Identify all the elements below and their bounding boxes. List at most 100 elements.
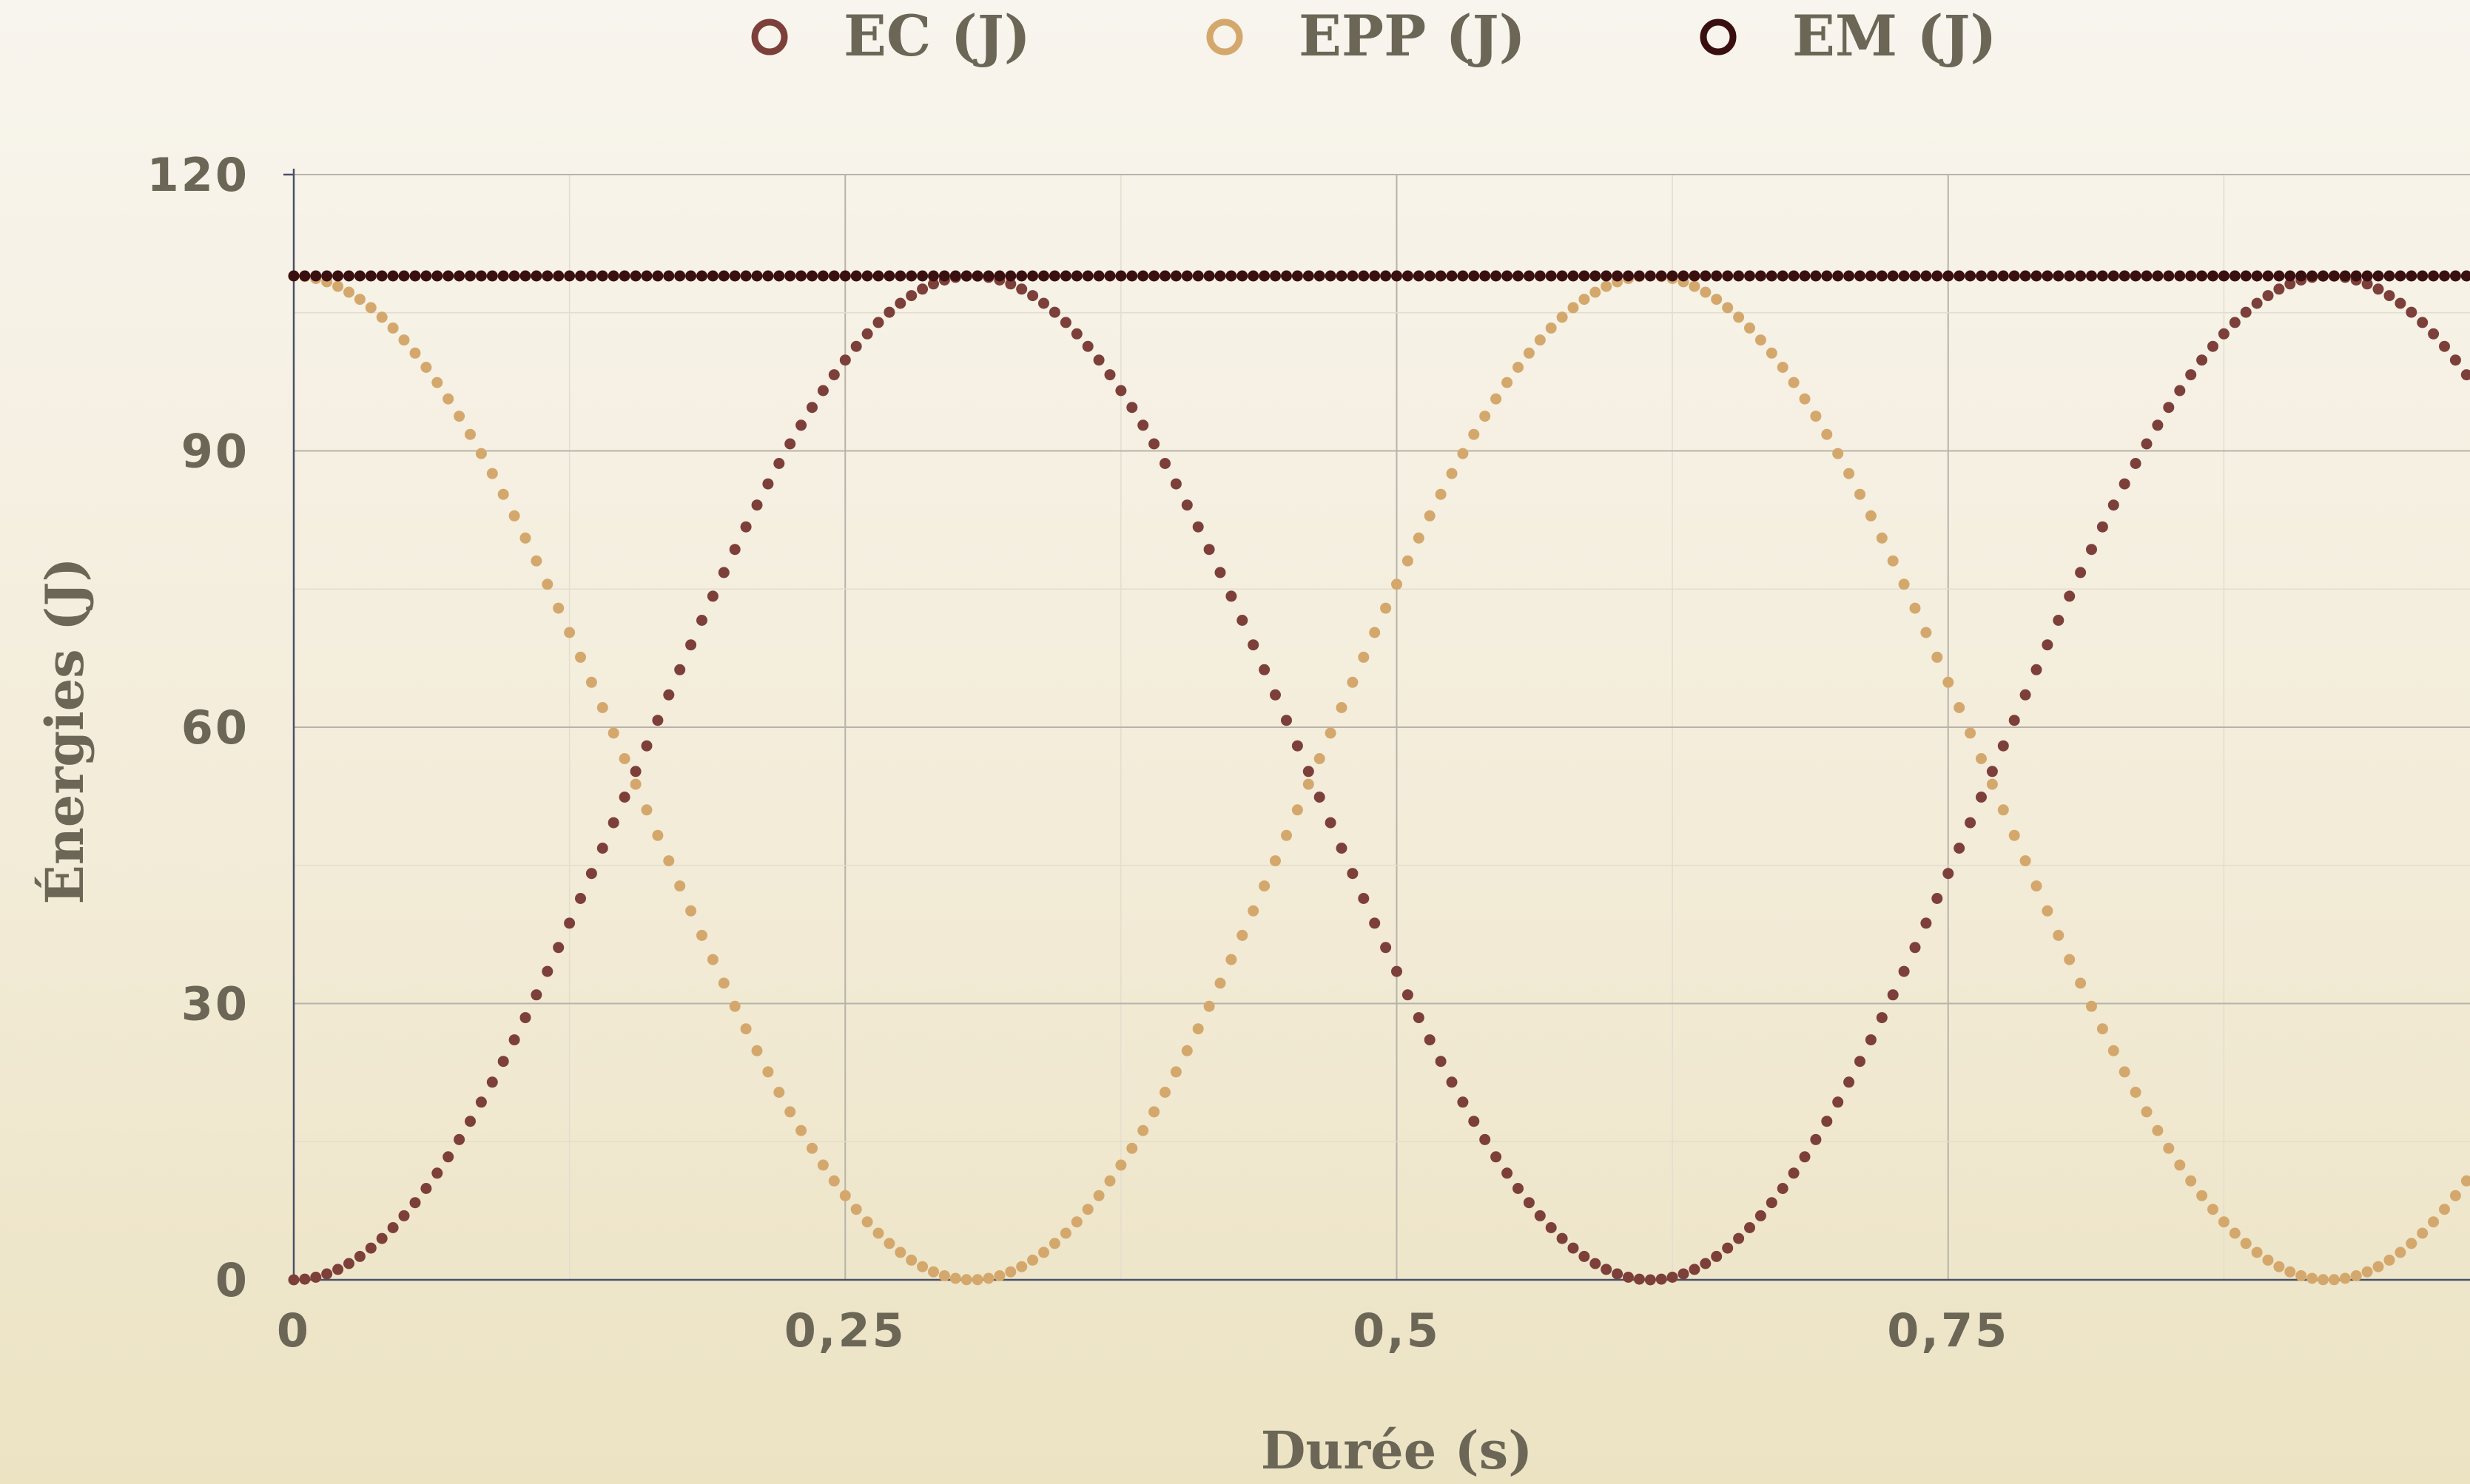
data-point xyxy=(2251,297,2263,309)
data-point xyxy=(1137,1124,1149,1136)
data-point xyxy=(442,393,454,405)
data-point xyxy=(1181,1045,1193,1056)
x-tick-label: 0,25 xyxy=(784,1303,906,1357)
data-point xyxy=(454,1133,465,1145)
data-point xyxy=(1545,1222,1557,1233)
data-point xyxy=(1413,1012,1424,1024)
legend-marker-icon xyxy=(751,18,788,55)
data-point xyxy=(2460,369,2470,381)
data-point xyxy=(740,1023,752,1035)
data-point xyxy=(1733,270,1745,282)
data-point xyxy=(1501,377,1513,388)
data-point xyxy=(906,1254,918,1266)
data-point xyxy=(906,270,918,282)
data-point xyxy=(1148,438,1160,450)
data-point xyxy=(354,270,366,282)
data-point xyxy=(376,1232,388,1244)
data-point xyxy=(983,1272,995,1284)
data-point xyxy=(564,627,576,638)
data-point xyxy=(1777,362,1788,373)
data-point xyxy=(1446,468,1458,479)
data-point xyxy=(807,1142,818,1154)
data-point xyxy=(1754,334,1766,346)
data-point xyxy=(542,965,553,977)
data-point xyxy=(1027,290,1039,302)
data-point xyxy=(1115,1159,1127,1171)
data-point xyxy=(2395,270,2406,282)
data-point xyxy=(465,428,476,440)
data-point xyxy=(2229,270,2241,282)
data-point xyxy=(861,1216,873,1228)
data-point xyxy=(2019,689,2031,701)
data-point xyxy=(938,1270,950,1281)
data-point xyxy=(1942,270,1954,282)
data-point xyxy=(1865,270,1877,282)
data-point xyxy=(630,778,642,790)
data-point xyxy=(1225,270,1237,282)
data-point xyxy=(2229,1227,2241,1239)
data-point xyxy=(906,290,918,302)
data-point xyxy=(585,676,597,688)
data-point xyxy=(630,766,642,778)
data-point xyxy=(431,1167,443,1179)
data-point xyxy=(1391,579,1402,590)
data-point xyxy=(1754,1210,1766,1221)
data-point xyxy=(2240,270,2252,282)
data-point xyxy=(1766,1197,1777,1209)
data-point xyxy=(983,270,995,282)
data-point xyxy=(1744,270,1755,282)
data-point xyxy=(2130,270,2141,282)
data-point xyxy=(1523,347,1535,359)
data-point xyxy=(619,270,630,282)
data-point xyxy=(1104,1175,1116,1187)
data-point xyxy=(1424,510,1436,522)
data-point xyxy=(1203,544,1215,556)
data-point xyxy=(1380,270,1392,282)
data-point xyxy=(1997,804,2009,816)
data-point xyxy=(2207,340,2218,352)
data-point xyxy=(1843,468,1855,479)
data-point xyxy=(2240,306,2252,318)
data-point xyxy=(2439,1204,2450,1215)
data-point xyxy=(299,1273,311,1285)
data-point xyxy=(542,579,553,590)
data-point xyxy=(1424,1034,1436,1046)
data-point xyxy=(2064,590,2076,602)
data-point xyxy=(1468,428,1480,440)
data-point xyxy=(2096,270,2108,282)
data-point xyxy=(2262,1254,2274,1266)
legend: EC (J) EPP (J) EM (J) xyxy=(751,3,1996,69)
data-point xyxy=(2207,270,2218,282)
data-point xyxy=(729,1000,741,1012)
data-point xyxy=(1766,270,1777,282)
data-point xyxy=(2075,977,2087,989)
data-point xyxy=(2096,1023,2108,1035)
data-point xyxy=(343,1258,354,1269)
data-point xyxy=(1093,270,1105,282)
data-point xyxy=(1401,270,1413,282)
data-point xyxy=(1281,829,1292,841)
data-point xyxy=(1259,880,1271,892)
data-point xyxy=(2428,328,2440,340)
data-point xyxy=(1192,270,1204,282)
data-point xyxy=(1468,270,1480,282)
data-point xyxy=(332,280,344,292)
data-point xyxy=(2064,954,2076,965)
data-point xyxy=(1313,753,1325,764)
data-point xyxy=(960,1274,972,1286)
data-point xyxy=(1457,270,1469,282)
data-point xyxy=(1270,270,1281,282)
data-point xyxy=(1777,1183,1788,1194)
data-point xyxy=(2030,880,2042,892)
data-point xyxy=(2328,270,2340,282)
data-point xyxy=(1115,385,1127,397)
data-point xyxy=(1909,942,1921,954)
data-point xyxy=(1160,458,1171,469)
data-point xyxy=(1093,354,1105,366)
data-point xyxy=(420,362,432,373)
data-point xyxy=(1479,1133,1491,1145)
data-point xyxy=(1623,270,1634,282)
data-point xyxy=(2318,270,2329,282)
data-point xyxy=(2428,1216,2440,1228)
